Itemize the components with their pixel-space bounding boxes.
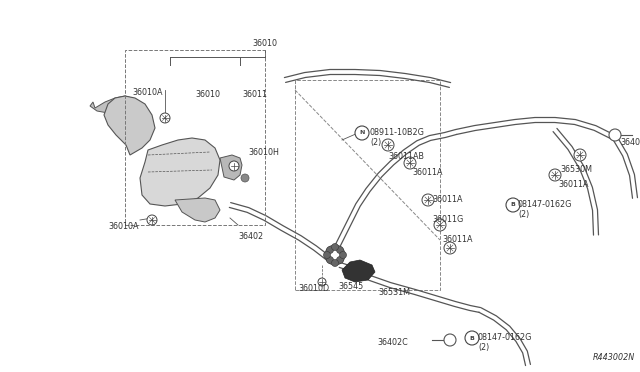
Text: 36530M: 36530M <box>560 165 592 174</box>
Text: 08147-0162G
(2): 08147-0162G (2) <box>478 333 532 352</box>
Circle shape <box>337 247 344 253</box>
Circle shape <box>422 194 434 206</box>
Circle shape <box>444 334 456 346</box>
Polygon shape <box>175 198 220 222</box>
Circle shape <box>382 139 394 151</box>
Text: 36011A: 36011A <box>432 195 463 204</box>
Text: B: B <box>470 336 474 340</box>
Circle shape <box>326 247 333 253</box>
Polygon shape <box>90 96 132 113</box>
Circle shape <box>609 129 621 141</box>
Circle shape <box>323 251 330 259</box>
Polygon shape <box>220 155 242 180</box>
Text: 08911-10B2G
(2): 08911-10B2G (2) <box>370 128 425 147</box>
Circle shape <box>337 257 344 263</box>
Text: 36010A: 36010A <box>108 222 138 231</box>
Circle shape <box>160 113 170 123</box>
Text: 36011A: 36011A <box>442 235 472 244</box>
Circle shape <box>465 331 479 345</box>
Text: 36011A: 36011A <box>412 168 442 177</box>
Circle shape <box>355 126 369 140</box>
Text: 36010D: 36010D <box>298 284 329 293</box>
Text: 36010: 36010 <box>195 90 220 99</box>
Text: 36011G: 36011G <box>432 215 463 224</box>
Circle shape <box>241 174 249 182</box>
Circle shape <box>229 161 239 171</box>
Text: 36010: 36010 <box>253 39 278 48</box>
Text: 36011A: 36011A <box>558 180 589 189</box>
Circle shape <box>574 149 586 161</box>
Text: 08147-0162G
(2): 08147-0162G (2) <box>518 200 572 219</box>
Text: 36010A: 36010A <box>132 88 163 97</box>
Circle shape <box>332 260 339 266</box>
Circle shape <box>444 242 456 254</box>
Circle shape <box>549 169 561 181</box>
Circle shape <box>506 198 520 212</box>
Circle shape <box>339 251 346 259</box>
Text: 36010H: 36010H <box>248 148 279 157</box>
Text: 36545: 36545 <box>338 282 364 291</box>
Polygon shape <box>342 260 375 282</box>
Polygon shape <box>140 138 220 206</box>
Circle shape <box>326 257 333 263</box>
Text: 36011: 36011 <box>242 90 267 99</box>
Text: 36011AB: 36011AB <box>388 152 424 161</box>
Text: 36402C: 36402C <box>377 338 408 347</box>
Circle shape <box>404 157 416 169</box>
Bar <box>125 50 265 225</box>
Text: 36531M: 36531M <box>378 288 410 297</box>
Circle shape <box>318 278 326 286</box>
Circle shape <box>434 219 446 231</box>
Polygon shape <box>104 96 155 155</box>
Text: B: B <box>511 202 515 208</box>
Text: 36402: 36402 <box>238 232 263 241</box>
Text: R443002N: R443002N <box>593 353 635 362</box>
Bar <box>295 80 440 290</box>
Circle shape <box>147 215 157 225</box>
Text: 36402C: 36402C <box>620 138 640 147</box>
Circle shape <box>332 244 339 250</box>
Text: N: N <box>359 131 365 135</box>
